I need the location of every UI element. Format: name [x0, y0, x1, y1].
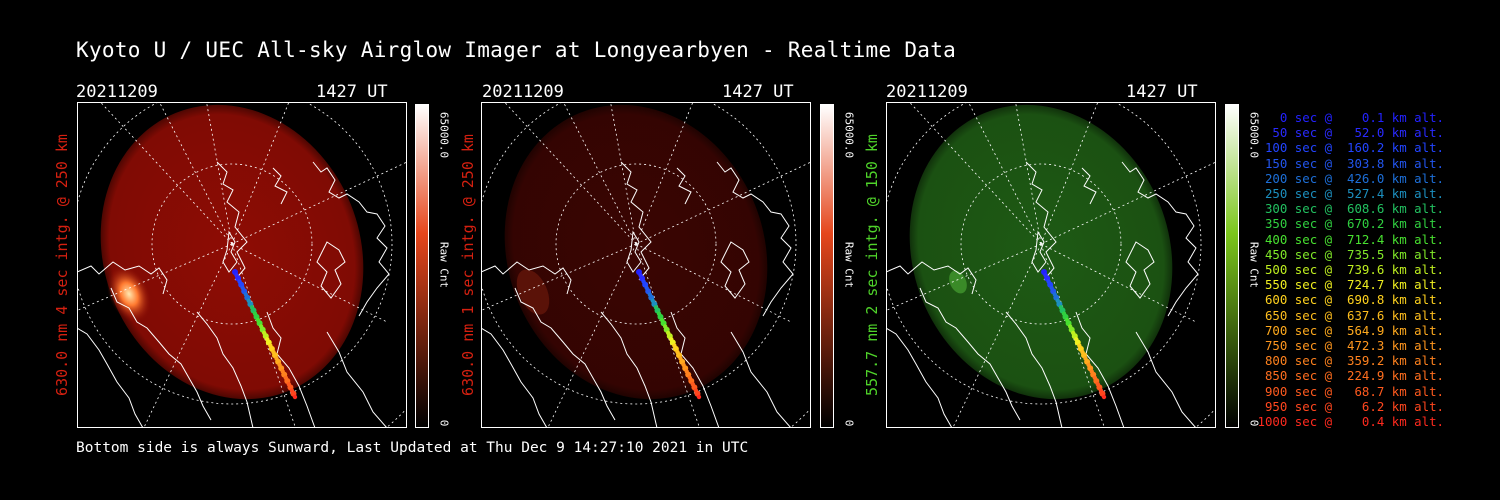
legend-entry: 550 sec @ 724.7 km alt. — [1257, 277, 1444, 293]
panel-2-colorbar-label: Raw Cnt — [842, 241, 856, 289]
legend-entry: 400 sec @ 712.4 km alt. — [1257, 231, 1444, 247]
legend-entry: 0 sec @ 0.1 km alt. — [1257, 110, 1444, 125]
panel-1-time: 1427 UT — [316, 82, 388, 102]
legend-entry: 750 sec @ 472.3 km alt. — [1257, 338, 1444, 354]
panel-2-colorbar — [820, 104, 834, 428]
legend-entry: 200 sec @ 426.0 km alt. — [1257, 170, 1444, 186]
legend-entry: 950 sec @ 6.2 km alt. — [1257, 398, 1444, 414]
panel-3-date: 20211209 — [886, 82, 968, 102]
panel-3-image — [886, 102, 1216, 428]
legend-entry: 450 sec @ 735.5 km alt. — [1257, 246, 1444, 262]
trajectory-point — [1101, 394, 1107, 400]
panel-1-ylabel: 630.0 nm 4 sec intg. @ 250 km — [53, 134, 71, 396]
panel-2-date: 20211209 — [482, 82, 564, 102]
panel-1-colorbar-label: Raw Cnt — [437, 241, 451, 289]
panel-1-colorbar-min: 0 — [437, 419, 451, 427]
page-title: Kyoto U / UEC All-sky Airglow Imager at … — [76, 38, 957, 62]
panel-3-colorbar — [1225, 104, 1239, 428]
legend-entry: 250 sec @ 527.4 km alt. — [1257, 186, 1444, 202]
panel-2-colorbar-max: 65000.0 — [842, 111, 856, 159]
legend-entry: 850 sec @ 224.9 km alt. — [1257, 368, 1444, 384]
legend-entry: 500 sec @ 739.6 km alt. — [1257, 262, 1444, 278]
panel-1-date: 20211209 — [76, 82, 158, 102]
panel-3-time: 1427 UT — [1126, 82, 1198, 102]
panel-2-colorbar-min: 0 — [842, 419, 856, 427]
trajectory-point — [696, 394, 702, 400]
legend-entry: 600 sec @ 690.8 km alt. — [1257, 292, 1444, 308]
legend-entry: 350 sec @ 670.2 km alt. — [1257, 216, 1444, 232]
legend-entry: 150 sec @ 303.8 km alt. — [1257, 155, 1444, 171]
legend-entry: 1000 sec @ 0.4 km alt. — [1257, 414, 1445, 430]
legend-entry: 800 sec @ 359.2 km alt. — [1257, 353, 1444, 369]
panel-1-image — [77, 102, 407, 428]
panel-2-image — [481, 102, 811, 428]
panel-2-ylabel: 630.0 nm 1 sec intg. @ 250 km — [459, 134, 477, 396]
legend-entry: 650 sec @ 637.6 km alt. — [1257, 307, 1444, 323]
legend-entry: 900 sec @ 68.7 km alt. — [1257, 383, 1444, 399]
legend-entry: 100 sec @ 160.2 km alt. — [1257, 140, 1444, 156]
trajectory-point — [292, 394, 298, 400]
legend-entry: 50 sec @ 52.0 km alt. — [1257, 125, 1444, 141]
footer-note: Bottom side is always Sunward, Last Upda… — [76, 440, 749, 456]
legend-entry: 700 sec @ 564.9 km alt. — [1257, 322, 1444, 338]
legend-entry: 300 sec @ 608.6 km alt. — [1257, 201, 1444, 217]
panel-1-colorbar-max: 65000.0 — [437, 111, 451, 159]
panel-1-colorbar — [415, 104, 429, 428]
trajectory-legend: 0 sec @ 0.1 km alt. 50 sec @ 52.0 km alt… — [1258, 110, 1445, 429]
panel-3-ylabel: 557.7 nm 2 sec intg. @ 150 km — [863, 134, 881, 396]
panel-2-time: 1427 UT — [722, 82, 794, 102]
